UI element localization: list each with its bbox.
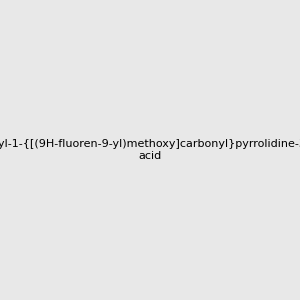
Text: 4-cyclopropyl-1-{[(9H-fluoren-9-yl)methoxy]carbonyl}pyrrolidine-3-carboxylic aci: 4-cyclopropyl-1-{[(9H-fluoren-9-yl)metho… bbox=[0, 139, 300, 161]
